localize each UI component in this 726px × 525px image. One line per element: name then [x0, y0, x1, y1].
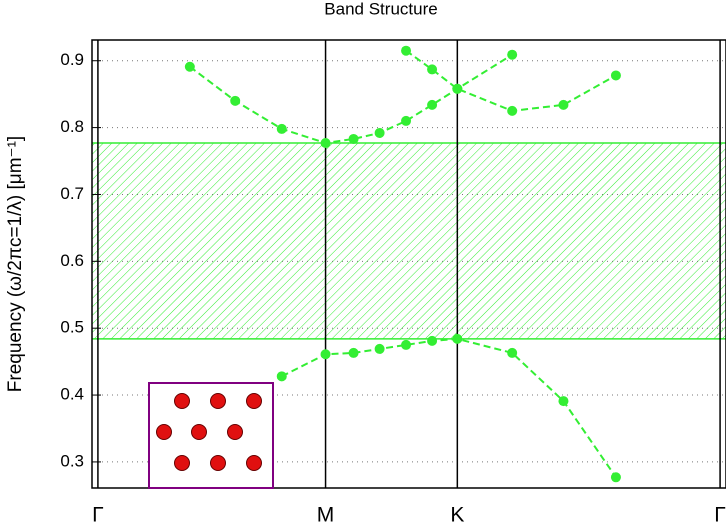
- band-point: [452, 333, 463, 344]
- x-tick-label: Γ: [714, 504, 726, 525]
- band-line: [189, 53, 513, 144]
- band-point: [558, 396, 569, 407]
- band-point: [320, 349, 331, 360]
- band-point: [427, 64, 438, 75]
- bands: [184, 45, 621, 483]
- y-axis-label: Frequency (ω/2πc=1/λ) [μm⁻¹]: [5, 136, 26, 392]
- band-point: [427, 335, 438, 346]
- band-point: [374, 343, 385, 354]
- band-point: [507, 105, 518, 116]
- band-point: [401, 115, 412, 126]
- band-point: [374, 127, 385, 138]
- band-point: [610, 70, 621, 81]
- band-point: [610, 472, 621, 483]
- band-point: [558, 99, 569, 110]
- band-point: [452, 83, 463, 94]
- band-point: [348, 133, 359, 144]
- band-gap: [92, 142, 726, 339]
- y-tick-label: 0.7: [60, 184, 84, 203]
- x-tick-label: M: [317, 504, 335, 525]
- chart-title: Band Structure: [324, 0, 437, 18]
- y-tick-label: 0.4: [60, 385, 84, 404]
- plot-frame: [91, 39, 726, 489]
- band-point: [184, 61, 195, 72]
- band-point: [507, 49, 518, 60]
- band-point: [507, 347, 518, 358]
- y-tick-label: 0.9: [60, 50, 84, 69]
- band-point: [276, 371, 287, 382]
- band-point: [348, 347, 359, 358]
- band-point: [427, 99, 438, 110]
- band-point: [401, 45, 412, 56]
- y-tick-label: 0.6: [60, 251, 84, 270]
- band-point: [276, 123, 287, 134]
- y-tick-label: 0.3: [60, 451, 84, 470]
- x-tick-label: K: [450, 504, 464, 525]
- plot-area: 0.3 0.4 0.5 0.6 0.7 0.8 0.9 Γ M K Γ: [60, 39, 726, 525]
- band-line: [405, 49, 617, 112]
- y-tick-label: 0.5: [60, 318, 84, 337]
- band-point: [320, 137, 331, 148]
- y-tick-label: 0.8: [60, 117, 84, 136]
- band-point: [230, 95, 241, 106]
- band-line: [281, 337, 617, 478]
- band-point: [401, 339, 412, 350]
- inset: [148, 382, 274, 489]
- x-tick-label: Γ: [92, 504, 104, 525]
